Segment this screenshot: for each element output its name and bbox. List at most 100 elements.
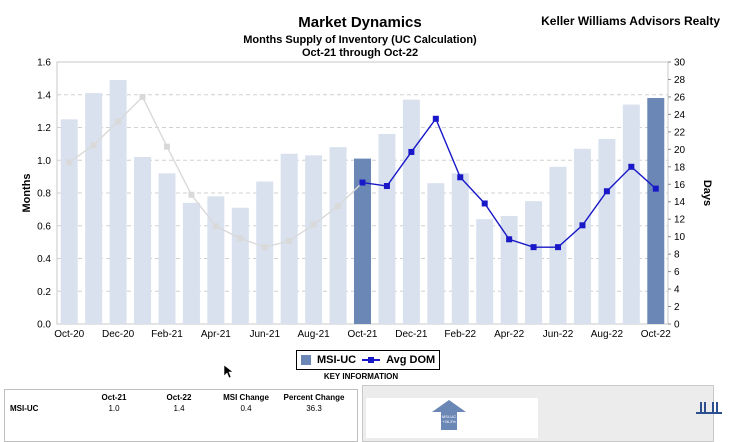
y-right-tick-label: 6 <box>674 267 680 278</box>
y-right-tick-label: 18 <box>674 162 686 173</box>
key-information-caption: KEY INFORMATION <box>323 372 399 381</box>
table-header-cell: Percent Change <box>283 393 345 402</box>
line-point <box>603 188 610 195</box>
y-right-tick-label: 4 <box>674 285 680 296</box>
table-header-row: Oct-21 Oct-22 MSI Change Percent Change <box>6 392 350 403</box>
bar <box>402 99 420 324</box>
x-tick-label: Jun-22 <box>543 329 574 340</box>
bar <box>207 196 225 324</box>
legend-bar-swatch <box>301 355 311 365</box>
y-right-tick-label: 28 <box>674 75 686 86</box>
table-cell: 1.4 <box>173 404 185 413</box>
x-tick-label: Aug-22 <box>591 329 624 340</box>
line-point <box>628 163 635 170</box>
chart-date-range: Oct-21 through Oct-22 <box>301 47 419 59</box>
bar <box>451 173 469 324</box>
line-point <box>481 200 488 207</box>
line-point <box>579 222 586 229</box>
y-right-tick-label: 12 <box>674 215 686 226</box>
x-tick-label: Oct-22 <box>641 329 671 340</box>
x-tick-label: Apr-21 <box>201 329 231 340</box>
line-point-faded <box>188 191 195 198</box>
chart-legend: MSI-UC Avg DOM <box>296 350 441 370</box>
y-right-tick-label: 14 <box>674 197 686 208</box>
table-cell: 0.4 <box>240 404 252 413</box>
y-tick-label: 0.6 <box>37 221 51 232</box>
line-point-faded <box>139 93 146 100</box>
y-right-axis-title: Days <box>701 180 713 206</box>
line-point <box>506 236 513 243</box>
bar <box>476 219 494 324</box>
y-right-tick-label: 16 <box>674 180 686 191</box>
bar <box>598 138 616 324</box>
line-point-faded <box>261 244 268 251</box>
bar <box>525 201 543 324</box>
bar <box>60 119 78 324</box>
badge-label: MSI-UC <box>442 414 456 419</box>
y-tick-label: 0.0 <box>37 320 51 331</box>
y-tick-label: 0.4 <box>37 254 51 265</box>
bar <box>231 207 249 324</box>
line-point-faded <box>335 203 342 210</box>
bar <box>500 215 518 324</box>
line-point <box>555 244 562 251</box>
y-axis-title: Months <box>21 173 33 212</box>
bar <box>378 134 396 324</box>
bar <box>622 104 640 324</box>
y-right-tick-label: 20 <box>674 145 686 156</box>
bar <box>134 156 152 324</box>
x-tick-label: Oct-20 <box>54 329 84 340</box>
bar <box>354 158 371 324</box>
y-tick-label: 1.2 <box>37 123 51 134</box>
bar <box>305 155 323 324</box>
legend-series1-label: MSI-UC <box>317 354 357 366</box>
y-tick-label: 1.6 <box>37 58 51 69</box>
y-right-tick-label: 24 <box>674 110 686 121</box>
line-point-faded <box>90 141 97 148</box>
y-right-tick-label: 10 <box>674 232 686 243</box>
y-right-tick-label: 0 <box>674 320 680 331</box>
bar <box>182 202 200 324</box>
bar <box>256 181 274 324</box>
table-cell: 1.0 <box>108 404 120 413</box>
line-point <box>530 244 537 251</box>
bar <box>573 148 591 324</box>
line-point <box>432 115 439 122</box>
table-header-cell: MSI Change <box>223 393 269 402</box>
line-point <box>359 179 366 186</box>
x-tick-label: Jun-21 <box>249 329 280 340</box>
line-point <box>652 185 659 192</box>
x-tick-label: Feb-22 <box>444 329 476 340</box>
table-header-cell <box>6 392 84 403</box>
bar <box>109 80 127 324</box>
legend-line-swatch <box>362 355 381 365</box>
table-header-cell: Oct-21 <box>101 393 127 402</box>
x-tick-label: Feb-21 <box>151 329 183 340</box>
legend-series2-label: Avg DOM <box>386 354 436 366</box>
line-point-faded <box>212 223 219 230</box>
combo-chart: 0.00.20.40.60.81.01.21.41.60246810121416… <box>21 58 713 341</box>
y-right-tick-label: 22 <box>674 127 686 138</box>
x-tick-label: Oct-21 <box>347 329 377 340</box>
bar <box>427 183 445 324</box>
y-tick-label: 1.0 <box>37 156 51 167</box>
x-tick-label: Dec-20 <box>102 329 135 340</box>
bar <box>329 147 347 324</box>
line-point <box>408 148 415 155</box>
bar <box>158 173 176 324</box>
x-tick-label: Apr-22 <box>494 329 524 340</box>
bar <box>647 98 665 325</box>
y-right-tick-label: 8 <box>674 250 680 261</box>
brand-name: Keller Williams Advisors Realty <box>541 14 720 28</box>
line-point-faded <box>66 159 73 166</box>
y-tick-label: 0.2 <box>37 287 51 298</box>
table-cell: 36.3 <box>306 404 322 413</box>
chart-title: Market Dynamics <box>298 14 422 31</box>
y-right-tick-label: 2 <box>674 302 680 313</box>
line-point <box>383 183 390 190</box>
company-logo-icon <box>696 402 722 414</box>
mouse-cursor-icon <box>224 365 234 379</box>
bar <box>85 93 103 324</box>
y-tick-label: 1.4 <box>37 90 51 101</box>
up-arrow-icon: MSI-UC +36.3% <box>432 400 466 430</box>
